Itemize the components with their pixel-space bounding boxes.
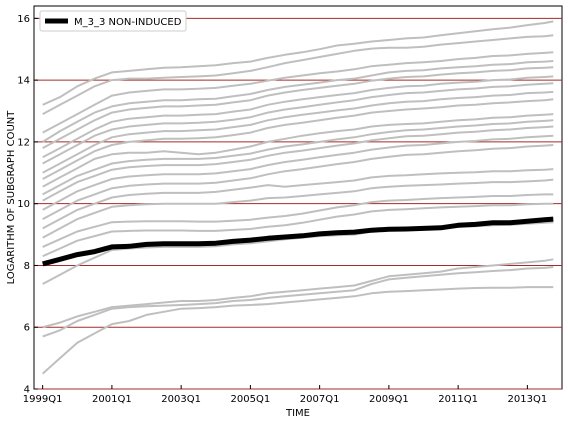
background-series-line-16 (42, 178, 554, 239)
background-series-line-17 (42, 193, 554, 248)
y-tick-label: 12 (17, 137, 30, 148)
background-series-line-5 (42, 66, 554, 149)
x-tick-label: 2011Q1 (438, 394, 478, 405)
y-tick-label: 8 (24, 261, 30, 272)
background-series-line-1 (42, 20, 554, 106)
background-series-line-12 (42, 125, 554, 202)
x-axis-title: TIME (285, 408, 310, 419)
y-axis-title: LOGARITHM OF SUBGRAPH COUNT (6, 110, 17, 285)
x-tick-label: 1999Q1 (23, 394, 63, 405)
gridlines (34, 17, 562, 390)
background-series-line-20 (42, 258, 554, 329)
y-tick-label: 6 (24, 323, 30, 334)
y-axis-ticks: 4 6 8 10 12 14 16 (17, 14, 38, 396)
background-series-line-21 (42, 266, 554, 338)
x-tick-label: 2005Q1 (231, 394, 271, 405)
background-series-group (42, 20, 554, 375)
highlight-series-line (42, 216, 554, 267)
x-tick-label: 2001Q1 (92, 394, 132, 405)
background-series-line-2 (42, 34, 554, 115)
background-series-line-13 (42, 134, 554, 211)
y-tick-label: 14 (17, 76, 30, 87)
legend-box (39, 10, 187, 32)
background-series-line-9 (42, 98, 554, 180)
y-tick-label: 4 (24, 385, 30, 396)
x-axis-ticks: 1999Q1 2001Q1 2003Q1 2005Q1 2007Q1 2009Q1 2011… (23, 385, 547, 405)
background-series-line-15 (42, 168, 554, 230)
background-series-line-11 (42, 119, 554, 196)
background-series-line-18 (42, 202, 554, 258)
background-series-line-7 (42, 82, 554, 165)
background-series-line-14 (42, 144, 554, 220)
background-series-line-22 (42, 286, 554, 375)
highlight-series-group (42, 216, 554, 267)
x-tick-label: 2007Q1 (300, 394, 340, 405)
background-series-line-3 (42, 51, 554, 134)
background-series-line-8 (42, 90, 554, 174)
y-tick-label: 10 (17, 199, 30, 210)
x-tick-label: 2003Q1 (161, 394, 201, 405)
x-tick-label: 2013Q1 (508, 394, 548, 405)
background-series-line-6 (42, 75, 554, 159)
y-tick-label: 16 (17, 14, 30, 25)
background-series-line-10 (42, 113, 554, 188)
legend-label: M_3_3 NON-INDUCED (74, 17, 182, 28)
legend: M_3_3 NON-INDUCED (39, 10, 187, 32)
x-tick-label: 2009Q1 (369, 394, 409, 405)
background-series-line-4 (42, 60, 554, 143)
